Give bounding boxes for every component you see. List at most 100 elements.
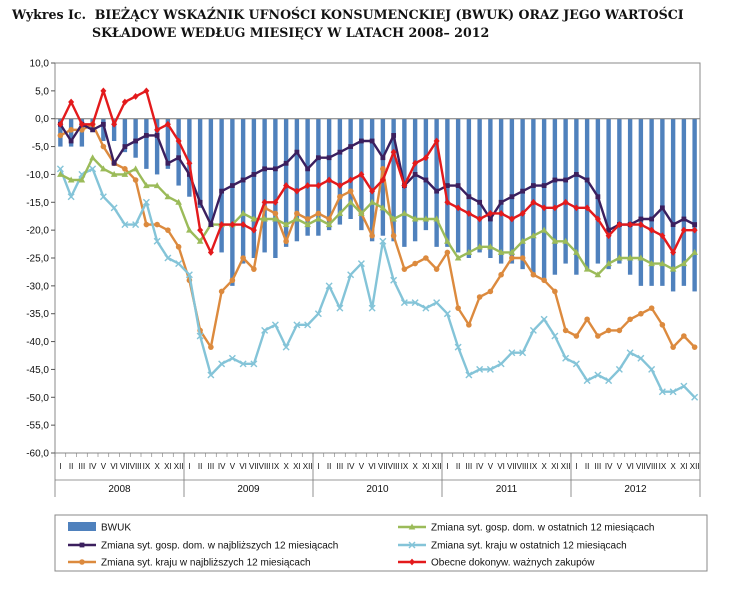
data-point — [626, 349, 634, 357]
marker-stroke — [540, 315, 548, 323]
year-label: 2010 — [366, 484, 389, 495]
y-tick-label: -50,0 — [26, 393, 49, 404]
x-tick-label: III — [208, 462, 215, 471]
data-point — [477, 199, 483, 205]
data-point — [379, 204, 387, 211]
data-point — [164, 120, 171, 128]
legend-label: Zmiana syt. kraju w najbliższych 12 mies… — [101, 558, 311, 569]
data-point — [648, 365, 656, 373]
x-tick-label: X — [412, 462, 418, 471]
marker-stroke — [78, 170, 86, 178]
data-point — [175, 260, 183, 268]
data-point — [304, 182, 311, 189]
marker-stroke — [411, 299, 419, 307]
marker-stroke — [89, 165, 97, 173]
data-point — [466, 322, 472, 328]
data-point — [465, 248, 473, 255]
year-label: 2008 — [108, 484, 131, 495]
data-point — [369, 138, 375, 144]
bwuk-bar — [187, 118, 192, 197]
data-point — [240, 177, 246, 183]
marker-stroke — [465, 371, 473, 379]
y-tick-label: 10,0 — [30, 59, 50, 70]
data-point — [336, 304, 344, 312]
data-point — [444, 249, 451, 256]
marker-stroke — [164, 254, 172, 262]
data-point — [508, 248, 516, 255]
data-point — [390, 148, 397, 156]
data-point — [454, 343, 462, 351]
bwuk-bar — [240, 118, 246, 264]
x-tick-label: XII — [174, 462, 184, 471]
marker-stroke — [551, 332, 559, 340]
data-point — [293, 215, 301, 222]
marker-stroke — [228, 354, 236, 362]
series-line — [59, 123, 696, 232]
data-point — [562, 198, 569, 206]
marker-stroke — [572, 360, 580, 368]
bwuk-bar — [638, 118, 644, 286]
data-point — [219, 188, 225, 194]
data-point — [251, 172, 257, 177]
marker-stroke — [562, 354, 570, 362]
x-tick-label: X — [154, 462, 160, 471]
data-point — [616, 254, 623, 261]
data-point — [358, 209, 365, 216]
data-point — [540, 226, 548, 233]
legend-label: Zmiana syt. kraju w ostatnich 12 miesiąc… — [431, 541, 627, 552]
x-tick-label: VII — [636, 462, 646, 471]
y-tick-label: -30,0 — [26, 281, 49, 292]
data-point — [615, 365, 623, 373]
data-point — [669, 265, 677, 272]
data-point — [583, 265, 591, 272]
x-tick-label: IV — [89, 462, 97, 471]
data-point — [487, 288, 494, 295]
data-point — [175, 244, 182, 250]
data-point — [314, 310, 322, 318]
data-point — [262, 166, 268, 172]
data-point — [337, 193, 343, 200]
data-point — [326, 176, 333, 184]
data-point — [497, 360, 505, 368]
bwuk-bar — [262, 118, 267, 253]
marker-stroke — [67, 193, 75, 201]
data-point — [293, 187, 300, 195]
data-point — [594, 371, 602, 379]
data-point — [56, 165, 64, 173]
data-point — [239, 209, 247, 216]
x-tick-label: I — [188, 462, 190, 471]
marker-stroke — [368, 304, 376, 312]
data-point — [541, 277, 547, 284]
data-point — [325, 221, 333, 228]
x-tick-label: XI — [293, 462, 301, 471]
data-point — [78, 120, 85, 128]
x-tick-label: VII — [507, 462, 517, 471]
data-point — [326, 216, 332, 222]
legend-item: Zmiana syt. gosp. dom. w najbliższych 12… — [68, 541, 338, 552]
x-tick-label: IX — [272, 462, 280, 471]
data-point — [455, 305, 461, 311]
data-point — [347, 271, 355, 279]
data-point — [541, 204, 548, 212]
data-point — [153, 182, 161, 189]
data-point — [466, 194, 472, 200]
data-point — [595, 333, 601, 339]
marker-stroke — [594, 371, 602, 379]
bwuk-bar — [498, 118, 504, 264]
data-point — [669, 388, 677, 396]
data-point — [498, 210, 505, 217]
data-point — [368, 198, 376, 205]
data-point — [509, 255, 515, 261]
bwuk-bar — [101, 118, 106, 141]
data-point — [283, 238, 289, 245]
data-point — [250, 226, 257, 234]
data-point — [197, 226, 204, 234]
marker-stroke — [282, 343, 290, 351]
legend-marker — [408, 523, 416, 530]
data-point — [133, 138, 139, 144]
data-point — [411, 299, 419, 307]
data-point — [261, 326, 269, 334]
x-tick-label: IX — [401, 462, 409, 471]
x-tick-label: VII — [249, 462, 259, 471]
year-label: 2009 — [237, 484, 260, 495]
